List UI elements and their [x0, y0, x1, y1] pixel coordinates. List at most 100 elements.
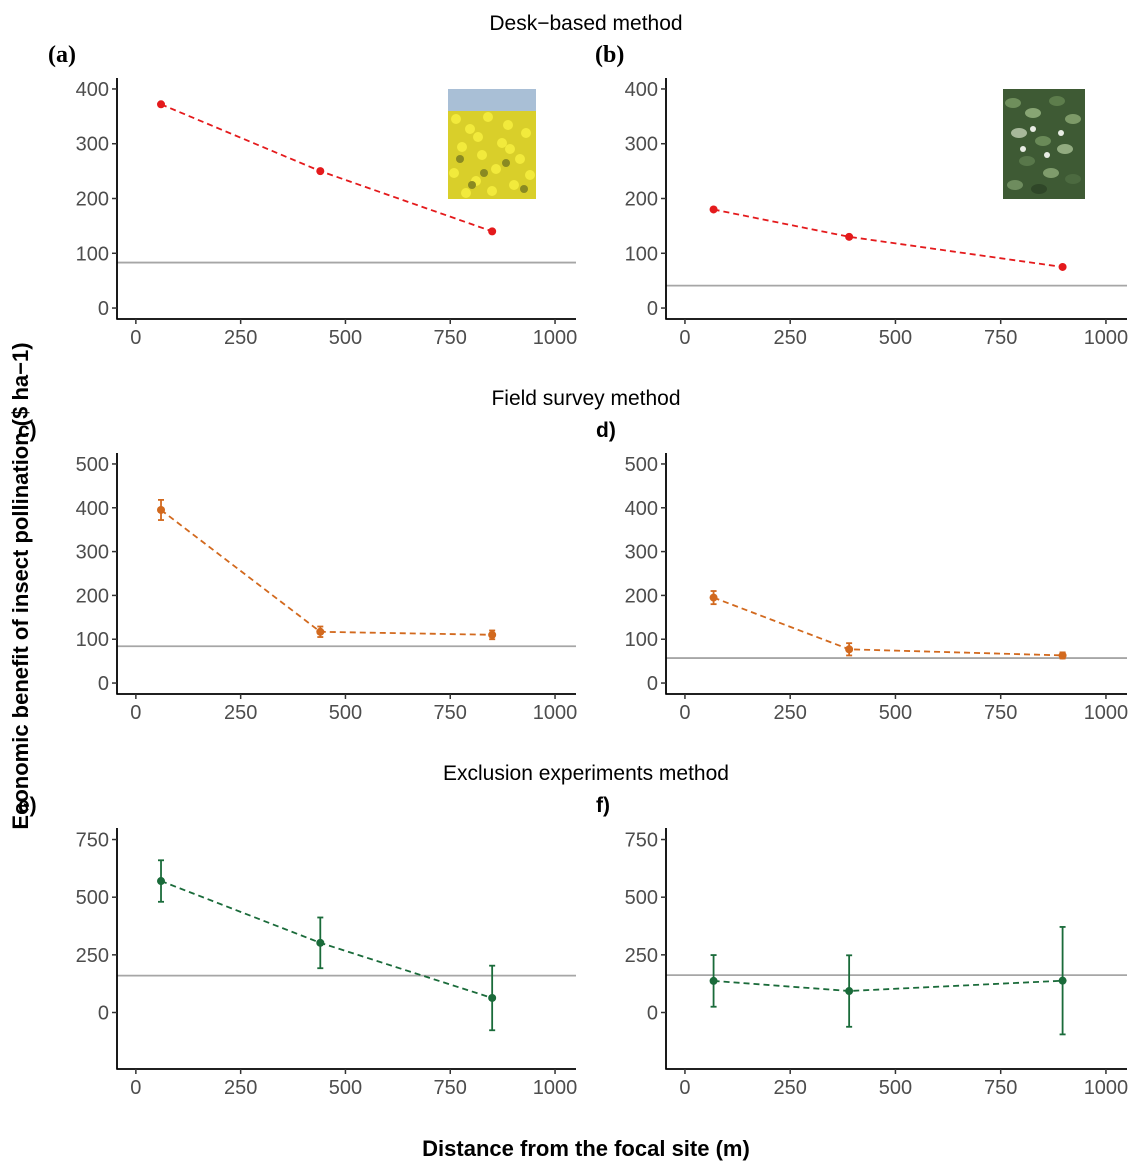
- photo-flower-cluster: [473, 132, 483, 142]
- section-title-field: Field survey method: [491, 387, 680, 410]
- data-point: [157, 505, 166, 514]
- photo-bean-flower: [1030, 126, 1036, 132]
- photo-leaf: [1005, 98, 1021, 108]
- rapeseed-field-photo: [448, 89, 536, 199]
- faba-bean-plant-photo: [1003, 89, 1085, 199]
- photo-leaf: [1011, 128, 1027, 138]
- y-tick-label: 200: [625, 189, 658, 211]
- photo-bean-flower: [1020, 146, 1026, 152]
- y-tick-label: 100: [76, 629, 109, 651]
- panel-2: (b) 0 100 200 300 400 0 250 500 750 1000: [595, 42, 1128, 349]
- x-tick-label: 0: [130, 327, 141, 349]
- photo-leaf: [1043, 168, 1059, 178]
- y-tick-label: 300: [625, 134, 658, 156]
- y-tick-label: 400: [76, 79, 109, 101]
- y-axis-title: Economic benefit of insect pollination (…: [8, 342, 33, 829]
- x-tick-label: 500: [329, 702, 362, 724]
- data-point: [316, 938, 325, 947]
- x-tick-label: 0: [679, 1077, 690, 1099]
- y-tick-label: 300: [76, 542, 109, 564]
- y-tick-label: 100: [625, 629, 658, 651]
- panel-label: e): [18, 794, 37, 817]
- photo-flower-cluster: [483, 112, 493, 122]
- series-line: [160, 103, 493, 233]
- x-tick-label: 0: [679, 702, 690, 724]
- series-line: [713, 208, 1063, 268]
- photo-flower-cluster: [449, 168, 459, 178]
- data-point: [488, 227, 497, 236]
- series-line: [160, 509, 493, 636]
- y-tick-label: 500: [625, 454, 658, 476]
- data-point: [709, 593, 718, 602]
- x-tick-label: 0: [679, 327, 690, 349]
- y-tick-label: 100: [625, 243, 658, 265]
- panel-label: (b): [595, 42, 624, 68]
- x-tick-label: 750: [984, 702, 1017, 724]
- data-point: [157, 877, 166, 886]
- photo-leaf: [1049, 96, 1065, 106]
- data-point: [316, 627, 325, 636]
- y-tick-label: 400: [625, 79, 658, 101]
- x-tick-label: 750: [984, 1077, 1017, 1099]
- series-line: [713, 979, 1063, 992]
- y-tick-label: 200: [76, 585, 109, 607]
- panel-label: (a): [48, 42, 76, 68]
- x-tick-label: 250: [774, 1077, 807, 1099]
- y-tick-label: 0: [98, 673, 109, 695]
- x-tick-label: 500: [879, 1077, 912, 1099]
- photo-flower-cluster: [505, 144, 515, 154]
- y-tick-label: 750: [625, 830, 658, 852]
- section-title-exclusion: Exclusion experiments method: [443, 762, 729, 785]
- photo-sky: [448, 89, 536, 111]
- y-tick-label: 400: [76, 498, 109, 520]
- photo-stem-shadow: [480, 169, 488, 177]
- photo-flower-cluster: [457, 142, 467, 152]
- photo-flower-cluster: [521, 128, 531, 138]
- data-point: [709, 976, 718, 985]
- x-axis-title: Distance from the focal site (m): [422, 1136, 750, 1161]
- panel-label: f): [596, 794, 610, 817]
- panel-4: d) 0 100 200 300 400 500 0 250 500 750 1000: [596, 419, 1128, 724]
- photo-stem-shadow: [468, 181, 476, 189]
- x-tick-label: 1000: [1084, 1077, 1129, 1099]
- y-tick-label: 200: [76, 189, 109, 211]
- photo-leaf: [1031, 184, 1047, 194]
- photo-bean-flower: [1044, 152, 1050, 158]
- y-tick-label: 300: [76, 134, 109, 156]
- photo-leaf: [1019, 156, 1035, 166]
- photo-flower-cluster: [491, 164, 501, 174]
- y-tick-label: 300: [625, 542, 658, 564]
- data-point: [845, 645, 854, 654]
- photo-leaf: [1057, 144, 1073, 154]
- panel-label: d): [596, 419, 616, 442]
- x-tick-label: 250: [224, 1077, 257, 1099]
- x-tick-label: 500: [329, 327, 362, 349]
- photo-stem-shadow: [502, 159, 510, 167]
- photo-stem-shadow: [520, 185, 528, 193]
- panel-1: (a) 0 100 200 300 400 0 250 500 750 1000: [48, 42, 577, 349]
- y-tick-label: 400: [625, 498, 658, 520]
- x-tick-label: 500: [879, 327, 912, 349]
- x-tick-label: 1000: [533, 702, 578, 724]
- x-tick-label: 250: [774, 327, 807, 349]
- y-tick-label: 200: [625, 585, 658, 607]
- photo-flower-cluster: [515, 154, 525, 164]
- y-tick-label: 100: [76, 243, 109, 265]
- data-point: [1058, 651, 1067, 660]
- panel-3: c) 0 100 200 300 400 500 0 250 500 750 1000: [18, 419, 577, 724]
- photo-leaf: [1007, 180, 1023, 190]
- data-point: [1058, 262, 1067, 271]
- data-point: [1058, 976, 1067, 985]
- y-tick-label: 500: [625, 887, 658, 909]
- panel-6: f) 0 250 500 750 0 250 500 750 1000: [596, 794, 1128, 1099]
- x-tick-label: 500: [879, 702, 912, 724]
- photo-bean-flower: [1058, 130, 1064, 136]
- photo-flower-cluster: [451, 114, 461, 124]
- x-tick-label: 750: [434, 1077, 467, 1099]
- x-tick-label: 750: [434, 327, 467, 349]
- photo-flower-cluster: [525, 170, 535, 180]
- y-tick-label: 250: [625, 945, 658, 967]
- photo-flower-cluster: [509, 180, 519, 190]
